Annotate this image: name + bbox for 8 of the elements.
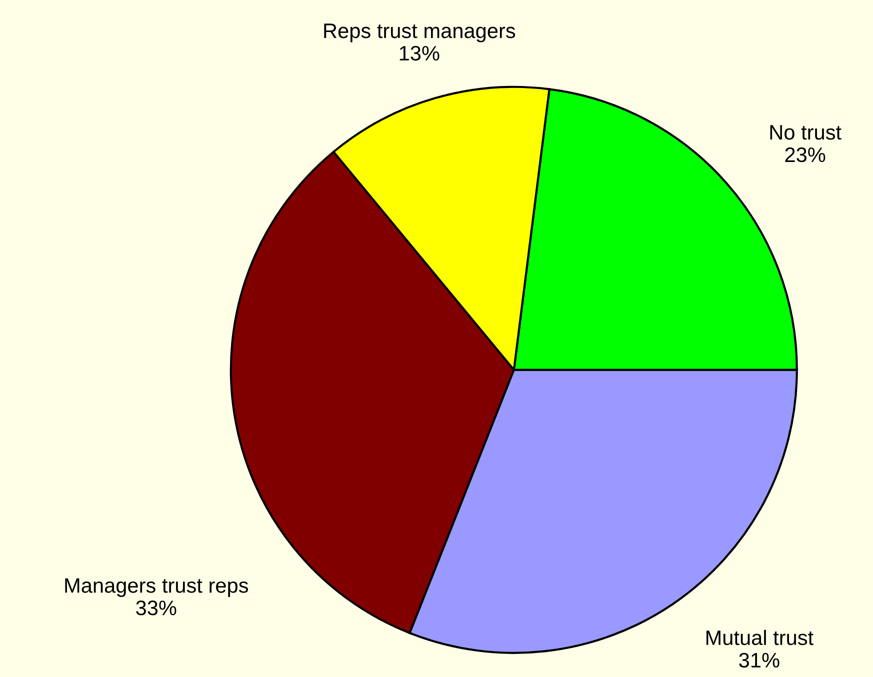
slice-label: Reps trust managers [324,24,516,42]
data-label: 31% [739,652,780,668]
data-label: 23% [785,147,826,162]
slice-label: No trust [770,125,842,140]
slice-label: Managers trust reps [65,578,248,597]
data-label: 33% [136,600,176,616]
slice-label: Mutual trust [706,630,814,646]
data-label: 13% [400,46,440,61]
